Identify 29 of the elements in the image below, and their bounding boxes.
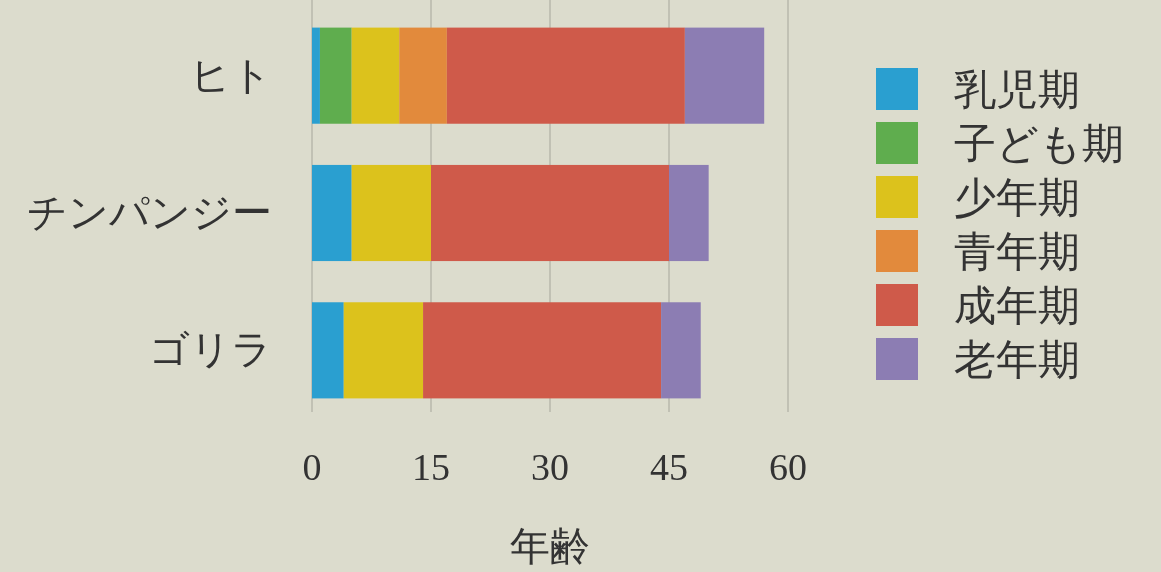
legend-label: 乳児期 [954,67,1080,113]
bar [684,27,765,124]
y-tick-label: ゴリラ [149,327,272,373]
x-tick-label: 60 [769,446,807,488]
x-tick-label: 45 [650,446,688,488]
legend-label: 老年期 [954,337,1080,383]
bar [399,27,447,124]
legend-label: 青年期 [954,229,1080,275]
bar [312,302,344,399]
x-tick-label: 0 [302,446,322,488]
x-axis-title: 年齢 [510,524,590,569]
bar [351,164,431,262]
bar [319,27,352,124]
y-tick-label: チンパンジー [27,190,272,235]
bar [312,164,352,262]
bar [351,27,400,124]
x-tick-label: 15 [412,446,450,488]
bar [423,302,662,399]
bar [312,27,320,124]
bar [343,302,424,399]
legend-label: 成年期 [954,283,1080,329]
bar [669,164,709,262]
y-tick-label: ヒト [190,52,272,98]
legend-label: 子ども期 [954,121,1124,167]
bar [446,27,685,124]
bar [431,164,669,262]
x-tick-label: 30 [531,446,569,488]
bar [661,302,701,399]
legend-label: 少年期 [954,175,1080,221]
